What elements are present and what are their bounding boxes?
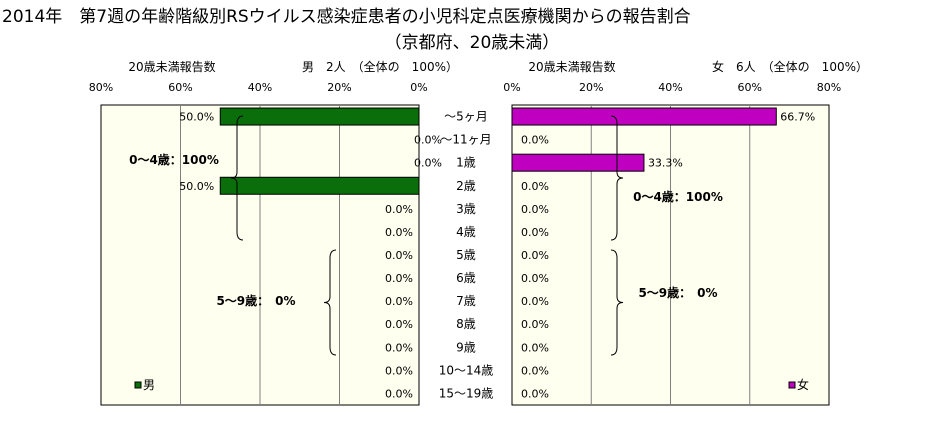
legend-label: 女 <box>797 377 809 392</box>
data-label: 0.0% <box>521 272 549 285</box>
data-label: 0.0% <box>414 157 442 170</box>
x-tick-label: 60% <box>168 81 192 94</box>
data-label: 0.0% <box>385 249 413 262</box>
data-label: 50.0% <box>179 180 214 193</box>
category-label: 10～14歳 <box>439 363 494 377</box>
bar <box>511 153 645 172</box>
x-tick-label: 20% <box>327 81 351 94</box>
category-label: 1歳 <box>456 156 476 170</box>
data-label: 0.0% <box>385 341 413 354</box>
data-label: 0.0% <box>385 272 413 285</box>
data-label: 0.0% <box>521 364 549 377</box>
data-label: 0.0% <box>521 387 549 400</box>
data-label: 0.0% <box>521 180 549 193</box>
category-label: 7歳 <box>456 294 476 308</box>
data-label: 0.0% <box>521 226 549 239</box>
annotation-label: 0～4歳：100% <box>633 189 723 204</box>
female-header-right: 女 6人 （全体の 100%） <box>712 59 868 74</box>
category-label: 3歳 <box>456 202 476 216</box>
category-label: 15～19歳 <box>439 386 494 400</box>
category-label: 6歳 <box>456 271 476 285</box>
category-label: ～5ヶ月 <box>444 110 488 124</box>
data-label: 0.0% <box>385 387 413 400</box>
category-label: 8歳 <box>456 317 476 331</box>
x-tick-label: 60% <box>738 81 762 94</box>
female-header-left: 20歳未満報告数 <box>528 59 615 74</box>
data-label: 0.0% <box>521 318 549 331</box>
age-category-labels: ～5ヶ月 ～11ヶ月 1歳 2歳 3歳 4歳 5歳 6歳 7歳 8歳 9歳 10～14歳 15～19歳 <box>439 110 494 401</box>
annotation-brace <box>230 115 244 241</box>
bar <box>219 107 420 126</box>
data-label: 0.0% <box>414 134 442 147</box>
male-header-left: 20歳未満報告数 <box>128 59 215 74</box>
chart-title: 2014年 第7週の年齢階級別RSウイルス感染症患者の小児科定点医療機関からの報… <box>2 7 691 27</box>
x-tick-label: 0% <box>503 81 520 94</box>
bar <box>511 107 777 126</box>
x-tick-label: 80% <box>89 81 113 94</box>
annotation-label: 5～9歳： 0% <box>638 285 717 300</box>
data-label: 0.0% <box>385 364 413 377</box>
legend-label: 男 <box>143 378 155 392</box>
female-panel: 0% 20% 40% 60% 80% 66.7% 0.0% 33.3% 0.0% 0.0% 0.0%… <box>503 81 841 406</box>
x-tick-label: 40% <box>658 81 682 94</box>
x-tick-label: 20% <box>579 81 603 94</box>
male-panel: 80% 60% 40% 20% 0% 50.0% 0.0% 0.0% 50.0% 0.0% 0.0%… <box>89 81 442 406</box>
category-label: ～11ヶ月 <box>440 133 491 147</box>
data-label: 0.0% <box>521 249 549 262</box>
data-label: 0.0% <box>385 295 413 308</box>
annotation-label: 0～4歳：100% <box>129 152 219 167</box>
annotation-brace <box>323 249 337 356</box>
annotation-brace <box>610 249 624 356</box>
x-tick-label: 0% <box>410 81 427 94</box>
category-label: 9歳 <box>456 340 476 354</box>
data-label: 0.0% <box>385 318 413 331</box>
data-label: 0.0% <box>521 341 549 354</box>
legend-swatch <box>788 381 796 389</box>
data-label: 0.0% <box>385 203 413 216</box>
annotation-brace <box>610 115 624 241</box>
data-label: 0.0% <box>385 226 413 239</box>
category-label: 4歳 <box>456 225 476 239</box>
category-label: 5歳 <box>456 248 476 262</box>
x-tick-label: 40% <box>248 81 272 94</box>
legend-swatch <box>134 381 142 389</box>
category-label: 2歳 <box>456 179 476 193</box>
data-label: 50.0% <box>179 111 214 124</box>
data-label: 66.7% <box>780 111 815 124</box>
bar <box>219 176 420 195</box>
data-label: 0.0% <box>521 134 549 147</box>
x-tick-label: 80% <box>817 81 841 94</box>
chart-subtitle: （京都府、20歳未満） <box>384 33 560 53</box>
annotation-label: 5～9歳： 0% <box>216 293 295 308</box>
male-header-right: 男 2人 （全体の 100%） <box>302 59 458 74</box>
data-label: 0.0% <box>521 203 549 216</box>
data-label: 33.3% <box>648 157 683 170</box>
data-label: 0.0% <box>521 295 549 308</box>
